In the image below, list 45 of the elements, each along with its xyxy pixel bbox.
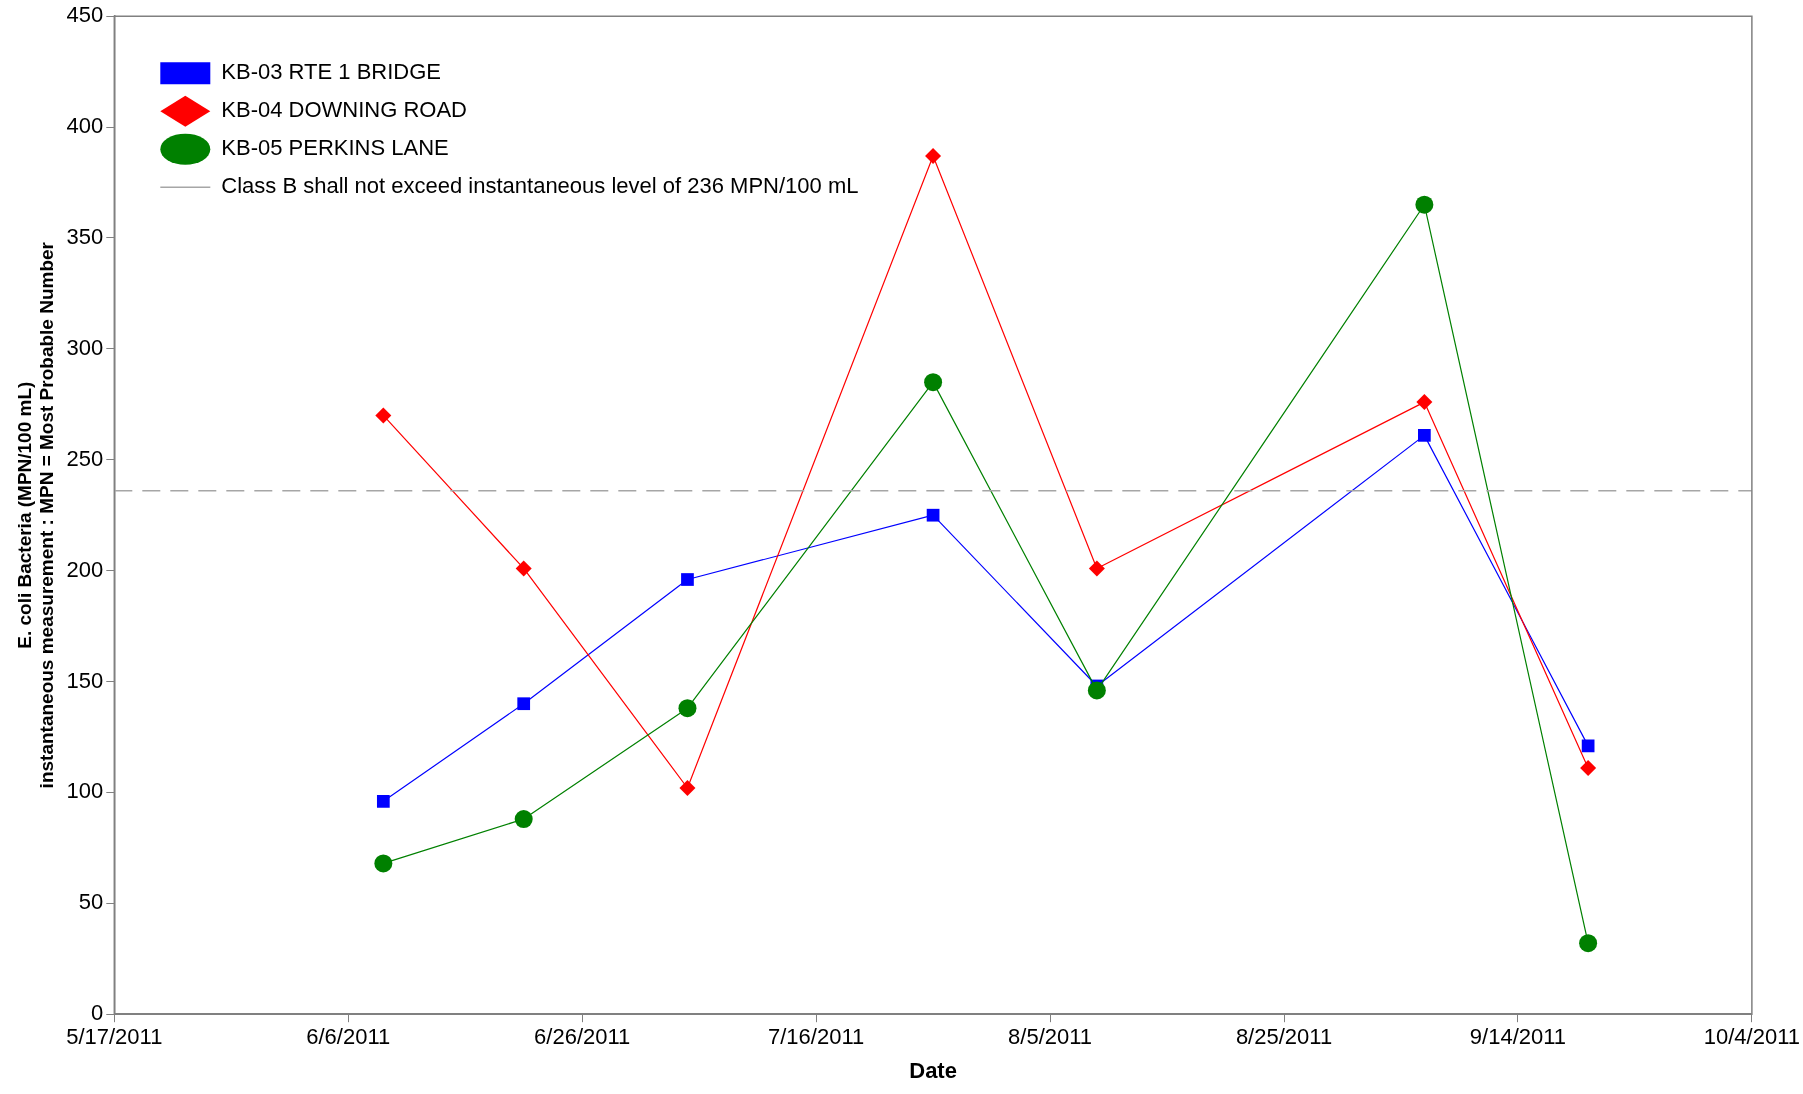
point	[374, 854, 393, 873]
legend-label: Class B shall not exceed instantaneous level of 236 MPN/100 mL	[221, 173, 859, 199]
x-tick-label: 6/6/2011	[306, 1024, 391, 1050]
point	[924, 373, 943, 392]
x-tick-label: 9/14/2011	[1469, 1024, 1567, 1050]
point	[1581, 739, 1595, 753]
text: instantaneous measurement : MPN = Most Probable Number	[36, 242, 58, 789]
y-tick-label: 50	[78, 889, 104, 915]
point	[1418, 429, 1431, 442]
y-tick-label: 450	[66, 2, 104, 28]
point	[1415, 195, 1434, 214]
x-axis-title: Date	[909, 1057, 957, 1083]
point	[1087, 681, 1106, 700]
point	[679, 779, 696, 796]
y-tick-label: 250	[66, 445, 104, 471]
point	[926, 508, 940, 522]
point	[375, 407, 392, 424]
legend-label: KB-03 RTE 1 BRIDGE	[221, 59, 441, 85]
x-tick-label: 5/17/2011	[66, 1024, 163, 1050]
point	[376, 794, 390, 808]
legend-label: KB-05 PERKINS LANE	[221, 135, 449, 161]
y-tick-label: 150	[66, 667, 104, 693]
point	[1088, 560, 1105, 577]
y-tick-label: 400	[66, 113, 104, 139]
x-tick-label: 8/5/2011	[1008, 1024, 1093, 1050]
x-tick-label: 8/25/2011	[1235, 1024, 1333, 1050]
y-tick-label: 300	[66, 334, 104, 360]
point	[517, 697, 531, 711]
y-tick-label: 200	[66, 556, 104, 582]
y-tick-label: 350	[66, 224, 104, 250]
x-tick-label: 6/26/2011	[534, 1024, 631, 1050]
point	[1416, 394, 1433, 411]
x-tick-label: 7/16/2011	[768, 1024, 865, 1050]
point	[925, 147, 942, 164]
point	[678, 699, 697, 718]
text: E. coli Bacteria (MPN/100 mL)	[13, 381, 35, 649]
y-tick-label: 0	[91, 1000, 104, 1026]
point	[514, 810, 533, 829]
point	[681, 573, 694, 586]
point	[515, 560, 532, 577]
y-tick-label: 100	[66, 778, 104, 804]
legend-label: KB-04 DOWNING ROAD	[221, 97, 468, 123]
point	[1580, 760, 1597, 777]
point	[1579, 934, 1598, 953]
x-tick-label: 10/4/2011	[1703, 1024, 1801, 1050]
